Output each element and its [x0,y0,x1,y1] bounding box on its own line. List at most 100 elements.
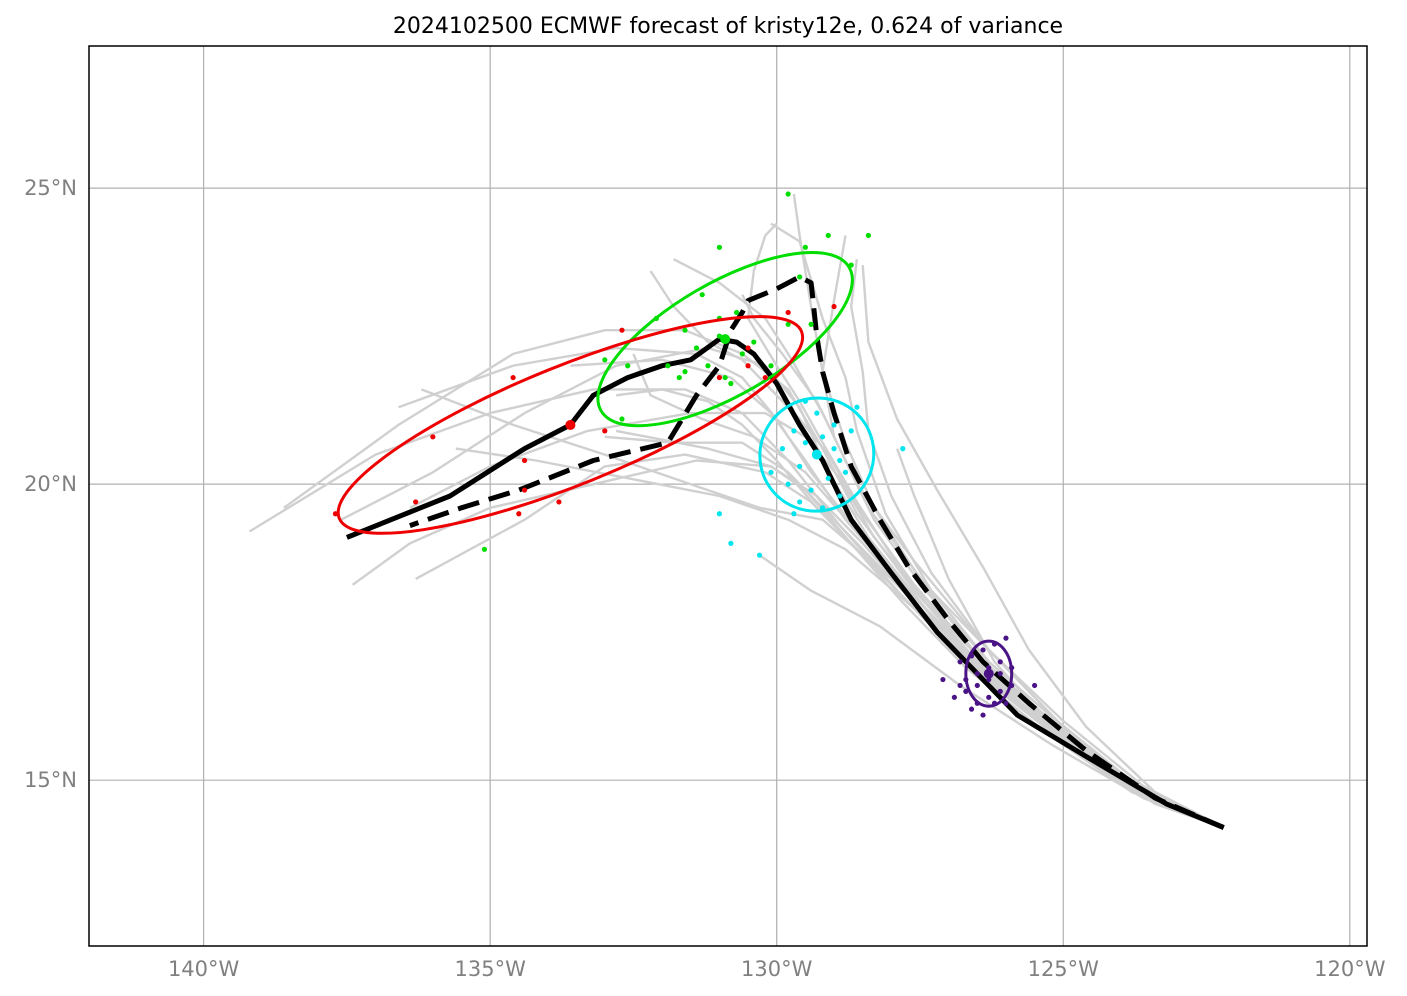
cluster-3-point [768,363,774,369]
cluster-3-point [699,292,705,298]
map-frame [88,45,1368,947]
cluster-2-point [814,410,820,416]
cluster-1-point [957,659,963,665]
plot-area [248,191,1225,830]
cluster-1-point [997,659,1003,665]
cluster-4-point [516,511,522,517]
cluster-3-point [705,363,711,369]
lat-tick-label: 15°N [24,768,77,792]
cluster-3-point [665,363,671,369]
cluster-4-point [521,487,528,493]
cluster-3-point [751,339,757,345]
map-title: 2024102500 ECMWF forecast of kristy12e, … [393,14,1063,39]
cluster-3-point [682,369,688,375]
cluster-1-ellipse [964,639,1014,708]
cluster-4-point [762,374,768,381]
cluster-1-point [940,676,946,683]
cluster-2-point [831,422,837,428]
cluster-2-point [900,446,906,452]
cluster-4-point [413,499,419,505]
lon-tick-label: 130°W [741,957,813,981]
cluster-4-point [619,327,625,333]
lon-tick-label: 125°W [1028,957,1100,981]
cluster-1-point [986,694,992,700]
cluster-2-point [797,463,803,469]
cluster-3-point [481,546,488,552]
cluster-3-point [693,345,700,351]
cluster-2-point [825,475,831,481]
cluster-3-point [802,244,808,250]
cluster-1-point [963,688,969,694]
cluster-1-point [957,682,963,689]
ensemble-track [615,429,1225,829]
cluster-3-point [602,357,608,363]
cluster-3-point [825,232,831,239]
cluster-3-point [797,274,803,280]
mean-track [345,336,1225,830]
cluster-2-point [756,552,763,558]
cluster-2-point [848,428,854,434]
cluster-1-point [980,647,986,653]
cluster-2-point [854,404,860,410]
cluster-2-point [791,428,797,434]
cluster-1-point [980,712,986,718]
cluster-1-point [997,688,1003,694]
cluster-2-point [716,511,723,517]
cluster-3-point [676,374,682,381]
cluster-3-point [808,321,814,327]
cluster-2-point [837,457,843,464]
cluster-1-point [974,682,980,689]
ensemble-track [850,259,1225,829]
cluster-3-center [720,334,731,345]
cluster-2-point [791,511,797,517]
cluster-1-point [1003,635,1009,641]
cluster-2-point [837,493,843,499]
cluster-1-point [968,706,975,712]
gridlines [89,46,1367,946]
cluster-2-point [819,505,826,511]
cluster-1-point [951,694,957,700]
cluster-3-point [785,191,791,197]
cluster-3-point [722,374,728,381]
cluster-2-point [831,446,837,452]
cluster-2-point [779,446,786,452]
cluster-2-point [728,540,734,546]
cluster-3-point [785,321,791,327]
cluster-4-point [602,428,608,434]
cluster-1-point [997,671,1003,677]
cluster-4-point [745,363,751,369]
cluster-3-point [865,232,872,239]
cluster-1-point [974,671,980,677]
cluster-4-point [785,309,791,316]
cluster-4-point [716,374,723,381]
dashed-track [409,274,1225,830]
cluster-3-point [682,327,688,333]
cluster-1-point [1003,700,1009,706]
cluster-4-point [510,374,516,381]
cluster-3-point [728,380,734,387]
cluster-4-ellipse [336,315,805,535]
lat-tick-label: 20°N [24,472,77,496]
ensemble-track [861,265,1225,829]
cluster-1-center [983,668,994,679]
cluster-2-point [802,440,808,446]
cluster-3-ellipse [596,250,854,428]
lat-tick-label: 25°N [24,176,77,200]
ensemble-track [351,459,1225,829]
cluster-2-ellipse [758,396,876,513]
cluster-4-point [831,303,837,310]
cluster-2-point [819,434,826,440]
cluster-4-point [556,499,562,505]
cluster-3-point [625,363,631,369]
cluster-2-point [808,487,814,493]
cluster-2-point [785,481,791,487]
cluster-3-point [739,351,745,357]
axis-ticks: 140°W 135°W 130°W 125°W 120°W 25°N 20°N 15°N [24,176,1386,981]
cluster-4-point [521,457,528,464]
cluster-3-point [716,244,723,250]
cluster-2-point [842,469,849,475]
cluster-1-point [1032,682,1038,689]
cluster-2-point [797,499,803,505]
